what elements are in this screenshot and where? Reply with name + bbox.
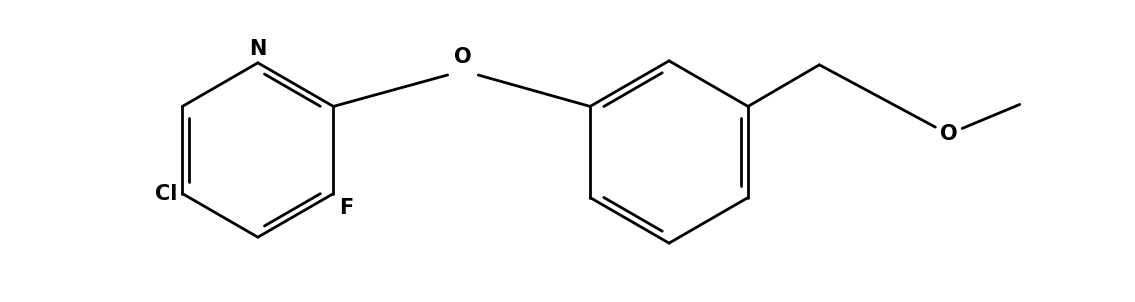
Text: F: F bbox=[339, 198, 354, 217]
Text: Cl: Cl bbox=[155, 184, 177, 204]
Text: O: O bbox=[940, 124, 957, 144]
Text: O: O bbox=[454, 47, 472, 67]
Text: N: N bbox=[250, 39, 267, 59]
